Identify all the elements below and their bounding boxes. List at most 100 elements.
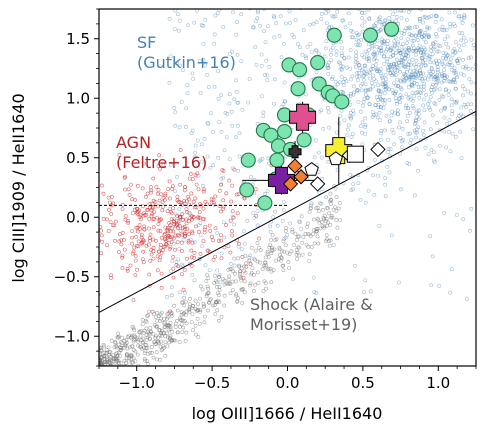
shock-model-point: [326, 220, 331, 225]
sf-model-point: [410, 104, 415, 108]
sf-model-point: [215, 268, 220, 273]
sf-model-point: [373, 25, 378, 30]
shock-model-point: [131, 356, 136, 361]
shock-model-point: [277, 247, 282, 252]
shock-model-point: [159, 348, 164, 353]
sf-model-point: [292, 35, 296, 39]
shock-model-point: [97, 376, 100, 379]
sf-model-point: [174, 61, 179, 65]
sf-model-point: [404, 76, 408, 81]
sf-model-point: [396, 83, 401, 88]
sf-model-point: [356, 39, 361, 43]
sf-model-point: [253, 19, 258, 24]
agn-model-point: [157, 217, 162, 222]
shock-model-point: [120, 335, 125, 340]
shock-model-point: [269, 251, 274, 256]
sf-model-point: [407, 95, 412, 99]
shock-model-point: [197, 321, 202, 326]
shock-model-point: [177, 316, 182, 321]
sf-model-point: [319, 12, 324, 16]
agn-model-point: [227, 178, 232, 183]
shock-model-point: [116, 335, 121, 340]
sf-model-point: [399, 31, 404, 35]
agn-model-point: [219, 233, 223, 238]
sf-model-point: [346, 55, 351, 60]
sf-model-point: [406, 132, 411, 136]
sf-model-point: [382, 54, 387, 59]
shock-model-point: [297, 245, 301, 250]
sf-model-point: [236, 244, 241, 249]
sf-model-point: [389, 46, 393, 51]
sf-model-point: [385, 165, 390, 169]
sf-model-point: [337, 121, 342, 126]
shock-model-point: [297, 219, 302, 224]
agn-model-point: [202, 187, 206, 192]
shock-model-point: [97, 378, 100, 381]
agn-model-point: [74, 254, 77, 257]
sf-model-point: [317, 109, 322, 114]
sf-model-point: [420, 77, 425, 81]
sf-model-point: [193, 150, 197, 155]
shock-model-point: [184, 321, 189, 326]
agn-model-point: [148, 190, 153, 195]
agn-model-point: [235, 211, 240, 216]
shock-model-point: [106, 377, 109, 380]
sf-model-point: [466, 89, 470, 94]
sf-model-point: [185, 91, 190, 96]
shock-model-point: [280, 249, 285, 254]
shock-model-point: [99, 392, 102, 395]
sf-model-point: [393, 68, 397, 72]
sf-model-point: [315, 5, 318, 8]
sf-model-point: [275, 223, 280, 228]
sf-model-point: [199, 142, 204, 147]
shock-model-point: [98, 394, 101, 397]
shock-model-point: [166, 327, 171, 332]
sf-model-point: [231, 10, 235, 15]
shock-model-point: [149, 350, 154, 355]
shock-model-point: [104, 374, 107, 377]
sf-model-point: [403, 105, 408, 110]
shock-model-point: [156, 314, 161, 318]
sf-model-point: [421, 128, 425, 133]
shock-model-point: [130, 333, 135, 338]
sf-model-point: [392, 62, 396, 67]
sf-model-point: [376, 105, 381, 109]
shock-model-point: [163, 340, 168, 345]
sf-model-point: [399, 60, 404, 65]
shock-model-point: [127, 356, 132, 361]
sf-model-point: [208, 166, 213, 170]
sf-model-point: [461, 58, 465, 62]
agn-model-point: [140, 257, 145, 262]
sf-model-point: [308, 22, 312, 27]
sf-model-point: [265, 189, 270, 193]
shock-model-point: [278, 252, 282, 257]
shock-model-point: [157, 328, 162, 333]
agn-model-point: [228, 218, 233, 223]
shock-model-point: [322, 224, 327, 229]
shock-model-point: [239, 287, 244, 292]
sf-model-point: [442, 76, 447, 80]
shock-model-point: [104, 360, 109, 365]
agn-model-point: [134, 243, 139, 248]
sf-model-point: [380, 22, 385, 27]
agn-model-point: [131, 298, 136, 303]
sf-model-point: [348, 21, 353, 26]
sf-model-point: [449, 267, 454, 272]
sf-model-point: [460, 31, 465, 36]
sf-model-point: [320, 187, 325, 192]
agn-model-point: [165, 209, 170, 214]
sf-model-point: [190, 128, 195, 133]
shock-model-point: [131, 339, 136, 344]
sf-model-point: [395, 77, 400, 82]
agn-model-point: [203, 224, 208, 229]
sf-model-point: [342, 118, 347, 123]
sf-model-point: [429, 48, 433, 53]
shock-model-point: [324, 233, 329, 238]
shock-model-point: [335, 225, 340, 230]
agn-model-point: [135, 211, 140, 216]
sf-model-point: [211, 163, 216, 168]
sf-model-point: [381, 39, 386, 44]
sf-model-point: [470, 23, 475, 28]
sf-model-point: [452, 47, 457, 51]
agn-model-point: [211, 197, 216, 202]
